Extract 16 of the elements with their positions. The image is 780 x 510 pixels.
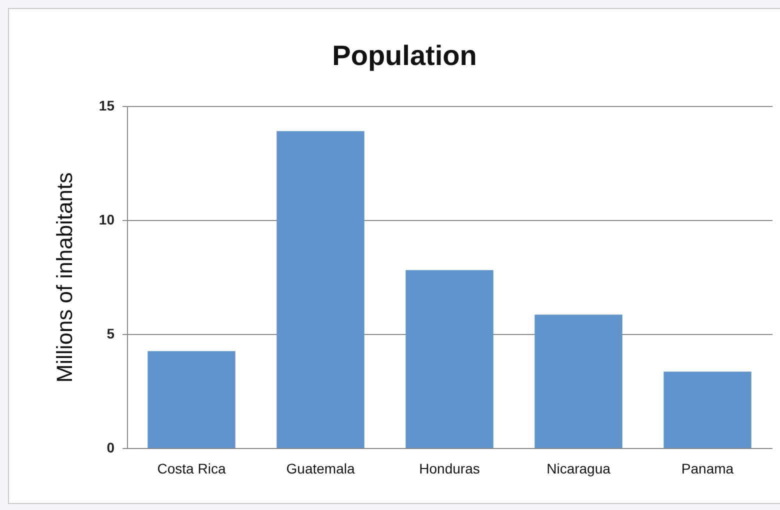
x-tick-label: Costa Rica	[157, 460, 226, 476]
y-tick-label: 15	[98, 98, 115, 114]
bar	[406, 270, 494, 448]
y-axis-title: Millions of inhabitants	[52, 172, 77, 383]
bar	[534, 314, 622, 448]
y-tick-label: 10	[98, 212, 115, 228]
y-tick-label: 0	[106, 440, 115, 456]
x-tick-label: Panama	[681, 460, 734, 476]
x-tick-label: Guatemala	[286, 460, 355, 476]
chart-title: Population	[332, 40, 477, 71]
x-tick-label: Nicaragua	[546, 460, 611, 476]
bar	[664, 372, 752, 448]
bar	[148, 351, 236, 448]
y-tick-label: 5	[106, 326, 115, 342]
bar	[276, 131, 364, 448]
x-tick-label: Honduras	[419, 460, 480, 476]
